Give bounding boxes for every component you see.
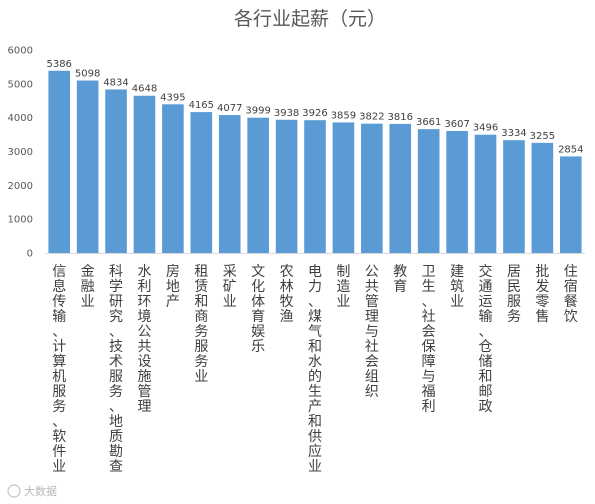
bar xyxy=(275,119,298,253)
y-tick-label: 0 xyxy=(27,249,33,260)
x-category-label: 金融业 xyxy=(81,264,95,310)
y-tick-label: 4000 xyxy=(8,113,33,124)
data-label: 3496 xyxy=(473,123,498,134)
bar xyxy=(474,134,497,253)
bar xyxy=(531,142,554,253)
bar xyxy=(417,129,440,253)
data-label: 3926 xyxy=(302,108,327,119)
x-category-label: 交通运输、仓储和邮政 xyxy=(479,263,493,415)
bar xyxy=(559,156,582,253)
x-category-label: 公共管理与社会组织 xyxy=(365,264,379,400)
data-label: 4395 xyxy=(160,92,185,103)
data-label: 3334 xyxy=(501,128,526,139)
data-label: 4077 xyxy=(217,103,242,114)
data-label: 4834 xyxy=(103,77,128,88)
y-tick-label: 3000 xyxy=(8,147,33,158)
data-label: 2854 xyxy=(558,144,583,155)
y-tick-label: 6000 xyxy=(8,46,33,57)
y-tick-label: 5000 xyxy=(8,79,33,90)
data-label: 5386 xyxy=(46,59,71,70)
watermark-text: 大数据 xyxy=(24,484,57,498)
category-labels-layer: 信息传输、计算机服务、软件业 金融业科学研究、技术服务、地质勘查水利环境公共设施管… xyxy=(52,263,578,475)
x-category-label: 房地产 xyxy=(166,264,180,310)
x-category-label: 科学研究、技术服务、地质勘查 xyxy=(109,264,123,475)
data-label: 3938 xyxy=(274,108,299,119)
bar xyxy=(247,117,269,253)
data-label: 4648 xyxy=(132,84,157,95)
data-label: 3822 xyxy=(359,112,384,123)
bars-layer xyxy=(48,70,582,254)
bar xyxy=(76,80,99,253)
watermark: 大数据 xyxy=(7,484,57,498)
x-category-label: 水利环境公共设施管理 xyxy=(137,264,151,415)
bar xyxy=(389,123,412,253)
data-label: 3999 xyxy=(245,106,270,117)
bar xyxy=(48,70,71,253)
data-label: 3816 xyxy=(388,112,413,123)
x-category-label: 电力、煤气和水的生产和供应业 xyxy=(308,264,322,475)
axis-layer: 0 1000 2000 3000 4000 5000 6000 xyxy=(8,46,585,260)
x-category-label: 制造业 xyxy=(336,264,350,310)
bar xyxy=(218,115,241,254)
data-label: 3859 xyxy=(331,110,356,121)
data-label: 5098 xyxy=(75,69,100,80)
x-category-label: 教育 xyxy=(393,264,407,295)
x-category-label: 建筑业 xyxy=(450,264,464,310)
x-category-label: 信息传输、计算机服务、软件业 xyxy=(52,264,66,475)
data-label: 3661 xyxy=(416,117,441,128)
x-category-label: 文化体育娱乐 xyxy=(251,264,265,355)
bar xyxy=(105,89,127,253)
x-category-label: 批发零售 xyxy=(535,264,549,325)
bar xyxy=(361,123,383,254)
y-tick-label: 2000 xyxy=(8,181,33,192)
chart-title: 各行业起薪（元） xyxy=(234,8,386,30)
data-label: 4165 xyxy=(189,100,214,111)
x-category-label: 住宿餐饮 xyxy=(564,264,578,325)
x-category-label: 采矿业 xyxy=(223,264,237,310)
bar xyxy=(446,130,468,253)
bar xyxy=(190,112,213,253)
x-category-label: 卫生、社会保障与福利 xyxy=(422,264,436,415)
data-label: 3607 xyxy=(444,119,469,130)
x-category-label: 农林牧渔 xyxy=(280,264,294,325)
bar xyxy=(332,122,355,253)
bar xyxy=(503,140,525,253)
data-label: 3255 xyxy=(530,131,555,142)
bar xyxy=(304,120,326,253)
y-tick-label: 1000 xyxy=(8,215,33,226)
bar xyxy=(162,104,184,254)
x-category-label: 居民服务 xyxy=(507,264,521,325)
watermark-logo-icon xyxy=(7,484,21,498)
bar xyxy=(133,95,156,253)
x-category-label: 租赁和商务服务业 xyxy=(194,264,208,385)
